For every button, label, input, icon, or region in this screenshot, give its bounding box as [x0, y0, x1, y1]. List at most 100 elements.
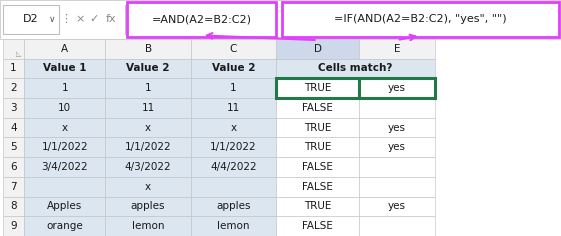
Bar [24, 177, 105, 197]
Bar [191, 216, 276, 236]
Text: 3: 3 [10, 103, 17, 113]
Text: yes: yes [388, 142, 406, 152]
Text: ✓: ✓ [89, 14, 98, 25]
Text: 6: 6 [10, 162, 17, 172]
Bar [105, 118, 191, 137]
Text: =AND(A2=B2:C2): =AND(A2=B2:C2) [151, 14, 252, 25]
Text: 3/4/2022: 3/4/2022 [42, 162, 88, 172]
Bar [127, 2, 276, 37]
Bar [105, 197, 191, 216]
Bar [359, 78, 435, 98]
Bar [191, 197, 276, 216]
Text: TRUE: TRUE [304, 83, 331, 93]
Bar [24, 59, 105, 78]
Bar [3, 118, 24, 137]
Bar [191, 59, 276, 78]
Bar [24, 137, 105, 157]
Bar [359, 157, 435, 177]
Text: Value 2: Value 2 [211, 63, 255, 73]
Text: apples: apples [216, 202, 251, 211]
Bar [3, 98, 24, 118]
Text: 2: 2 [10, 83, 17, 93]
Bar [105, 177, 191, 197]
Bar [359, 177, 435, 197]
Bar [276, 39, 359, 59]
Bar [3, 177, 24, 197]
Bar [276, 137, 359, 157]
Bar [191, 98, 276, 118]
Text: ⋮: ⋮ [60, 14, 71, 25]
Bar [276, 98, 359, 118]
Bar [191, 39, 276, 59]
Bar [282, 2, 559, 37]
Text: Apples: Apples [47, 202, 82, 211]
Bar [24, 216, 105, 236]
Bar [359, 216, 435, 236]
Bar [24, 157, 105, 177]
Bar [3, 59, 24, 78]
Text: 4/3/2022: 4/3/2022 [125, 162, 172, 172]
Bar [276, 197, 359, 216]
Text: yes: yes [388, 83, 406, 93]
Text: lemon: lemon [132, 221, 164, 231]
Text: ×: × [75, 14, 84, 25]
Bar [24, 197, 105, 216]
Bar [276, 59, 435, 78]
Text: A: A [61, 44, 68, 54]
Bar [276, 157, 359, 177]
Text: D2: D2 [23, 14, 39, 25]
Text: =IF(AND(A2=B2:C2), "yes", ""): =IF(AND(A2=B2:C2), "yes", "") [334, 14, 507, 25]
Text: apples: apples [131, 202, 165, 211]
Text: yes: yes [388, 123, 406, 133]
Bar [3, 39, 24, 59]
Text: lemon: lemon [217, 221, 250, 231]
Bar [191, 118, 276, 137]
Text: TRUE: TRUE [304, 142, 331, 152]
Bar [105, 216, 191, 236]
Bar [3, 157, 24, 177]
Bar [191, 177, 276, 197]
Text: FALSE: FALSE [302, 221, 333, 231]
Text: FALSE: FALSE [302, 182, 333, 192]
Text: 11: 11 [141, 103, 155, 113]
Text: 1: 1 [145, 83, 151, 93]
Bar [276, 177, 359, 197]
Text: FALSE: FALSE [302, 162, 333, 172]
Text: TRUE: TRUE [304, 123, 331, 133]
Text: C: C [229, 44, 237, 54]
Text: 1: 1 [10, 63, 17, 73]
Bar [3, 5, 59, 34]
Bar [276, 78, 359, 98]
Text: 10: 10 [58, 103, 71, 113]
Text: x: x [231, 123, 236, 133]
Text: 1/1/2022: 1/1/2022 [42, 142, 88, 152]
Bar [191, 137, 276, 157]
Text: yes: yes [388, 202, 406, 211]
Bar [359, 98, 435, 118]
Text: ◺: ◺ [16, 51, 21, 58]
Text: 9: 9 [10, 221, 17, 231]
Text: Value 1: Value 1 [43, 63, 86, 73]
Text: x: x [145, 182, 151, 192]
Text: D: D [314, 44, 321, 54]
Text: TRUE: TRUE [304, 202, 331, 211]
Text: ∨: ∨ [49, 15, 56, 24]
Bar [3, 78, 24, 98]
Bar [359, 118, 435, 137]
Text: 8: 8 [10, 202, 17, 211]
Bar [105, 78, 191, 98]
Bar [24, 98, 105, 118]
Text: 4: 4 [10, 123, 17, 133]
Bar [276, 118, 359, 137]
Text: 5: 5 [10, 142, 17, 152]
Text: x: x [62, 123, 68, 133]
Bar [24, 118, 105, 137]
Bar [105, 137, 191, 157]
Text: Cells match?: Cells match? [318, 63, 393, 73]
Text: E: E [394, 44, 400, 54]
Text: yes: yes [388, 83, 406, 93]
Text: FALSE: FALSE [302, 103, 333, 113]
Bar [276, 216, 359, 236]
Bar [191, 157, 276, 177]
Bar [105, 39, 191, 59]
